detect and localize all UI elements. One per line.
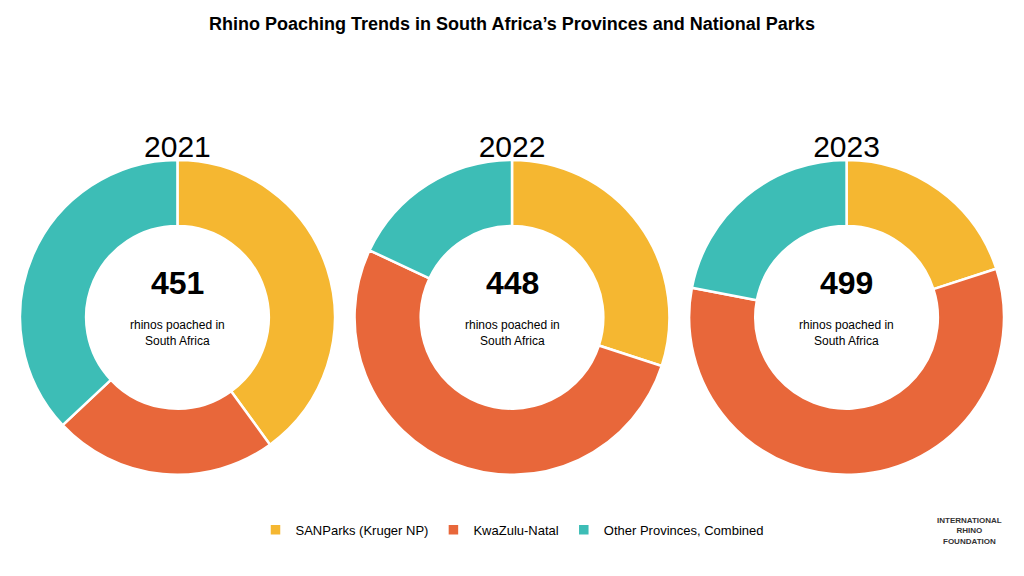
svg-text:2023: 2023: [813, 130, 880, 163]
svg-text:rhinos poached inSouth Africa: rhinos poached inSouth Africa: [465, 318, 560, 348]
svg-text:KwaZulu-Natal: KwaZulu-Natal: [473, 523, 558, 538]
svg-text:rhinos poached inSouth Africa: rhinos poached inSouth Africa: [799, 318, 894, 348]
svg-text:rhinos poached inSouth Africa: rhinos poached inSouth Africa: [130, 318, 225, 348]
svg-text:Other Provinces, Combined: Other Provinces, Combined: [604, 523, 764, 538]
svg-text:499: 499: [820, 265, 873, 301]
svg-text:448: 448: [486, 265, 539, 301]
svg-text:INTERNATIONALRHINOFOUNDATION: INTERNATIONALRHINOFOUNDATION: [937, 516, 1002, 546]
svg-text:451: 451: [151, 265, 204, 301]
svg-text:2022: 2022: [479, 130, 546, 163]
svg-text:SANParks (Kruger NP): SANParks (Kruger NP): [296, 523, 429, 538]
svg-text:2021: 2021: [144, 130, 211, 163]
svg-text:Rhino Poaching Trends in South: Rhino Poaching Trends in South Africa’s …: [209, 14, 815, 34]
